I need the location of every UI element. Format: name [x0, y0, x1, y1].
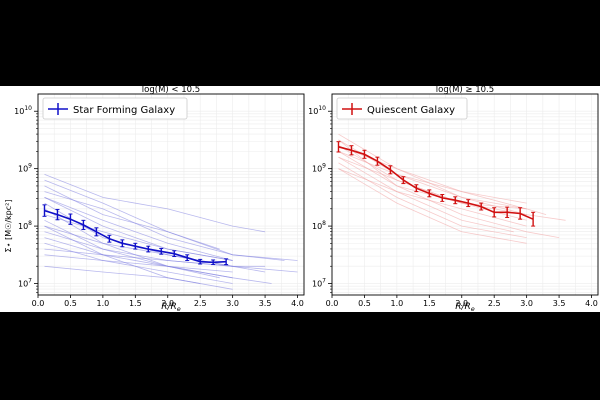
x-tick-label: 1.0: [97, 299, 110, 308]
y-tick-label: 1010: [14, 105, 32, 116]
individual-profile-line: [44, 254, 233, 273]
x-tick-label: 2.0: [455, 299, 468, 308]
x-tick-label: 1.5: [129, 299, 142, 308]
individual-profile-line: [44, 179, 220, 250]
individual-profile-line: [44, 242, 233, 284]
x-tick-label: 0.0: [326, 299, 339, 308]
x-tick-label: 2.0: [161, 299, 174, 308]
individual-profile-line: [338, 145, 527, 210]
subplot-right: log(M) ≥ 10.5 0.0 0.5 1.0 1.5 2.0 2.5 3.0 3.5 4.…: [308, 86, 599, 312]
figure-svg: log(M) < 10.5 0.0 0.5 1.0 1.5 2.0 2.5 3.0 3.5 4.…: [4, 86, 599, 312]
legend-box: [42, 97, 188, 120]
plot-frame: [331, 93, 599, 296]
y-tick-label: 107: [312, 278, 326, 289]
x-axis-label: R/Re: [455, 302, 475, 312]
individual-profile-line: [44, 237, 233, 279]
individual-profile-line: [338, 151, 560, 238]
plot-frame: [37, 93, 305, 296]
y-tick-label: 109: [18, 163, 32, 174]
x-tick-label: 3.5: [259, 299, 272, 308]
individual-profile-line: [44, 191, 298, 261]
legend-box: [336, 97, 468, 120]
subplot-title: log(M) < 10.5: [142, 86, 200, 95]
individual-profile-line: [44, 248, 298, 273]
y-tick-label: 1010: [308, 105, 326, 116]
x-tick-label: 1.5: [423, 299, 436, 308]
x-tick-label: 2.5: [194, 299, 207, 308]
figure-panel: log(M) < 10.5 0.0 0.5 1.0 1.5 2.0 2.5 3.0 3.5 4.…: [0, 86, 600, 312]
individual-profile-line: [338, 151, 527, 204]
x-axis-label: R/Re: [161, 302, 181, 312]
legend-label: Quiescent Galaxy: [367, 105, 455, 116]
individual-profile-line: [338, 168, 527, 227]
x-tick-label: 4.0: [585, 299, 598, 308]
individual-profile-line: [44, 174, 266, 233]
y-axis-label: Σ⋆ [M☉/kpc²]: [4, 200, 13, 253]
x-tick-label: 0.5: [358, 299, 371, 308]
individual-profile-line: [44, 225, 266, 267]
y-tick-label: 107: [18, 278, 32, 289]
x-tick-label: 0.5: [64, 299, 77, 308]
legend: Quiescent Galaxy: [336, 97, 468, 120]
x-tick-label: 3.0: [226, 299, 239, 308]
y-tick-label: 108: [18, 220, 32, 231]
legend: Star Forming Galaxy: [42, 97, 188, 120]
legend-label: Star Forming Galaxy: [73, 105, 175, 116]
individual-profile-line: [44, 265, 233, 290]
x-tick-label: 0.0: [32, 299, 45, 308]
x-tick-label: 1.0: [391, 299, 404, 308]
individual-profile-line: [44, 197, 233, 261]
x-tick-label: 3.0: [520, 299, 533, 308]
individual-profile-line: [44, 197, 233, 261]
individual-profile-line: [338, 156, 514, 233]
individual-profile-line: [338, 168, 527, 244]
y-tick-label: 108: [312, 220, 326, 231]
x-tick-label: 4.0: [291, 299, 304, 308]
x-tick-label: 2.5: [488, 299, 501, 308]
subplot-title: log(M) ≥ 10.5: [436, 86, 494, 95]
subplot-left: log(M) < 10.5 0.0 0.5 1.0 1.5 2.0 2.5 3.0 3.5 4.…: [4, 86, 305, 312]
y-tick-label: 109: [312, 163, 326, 174]
mean-profile-line: [338, 146, 534, 220]
x-tick-label: 3.5: [553, 299, 566, 308]
